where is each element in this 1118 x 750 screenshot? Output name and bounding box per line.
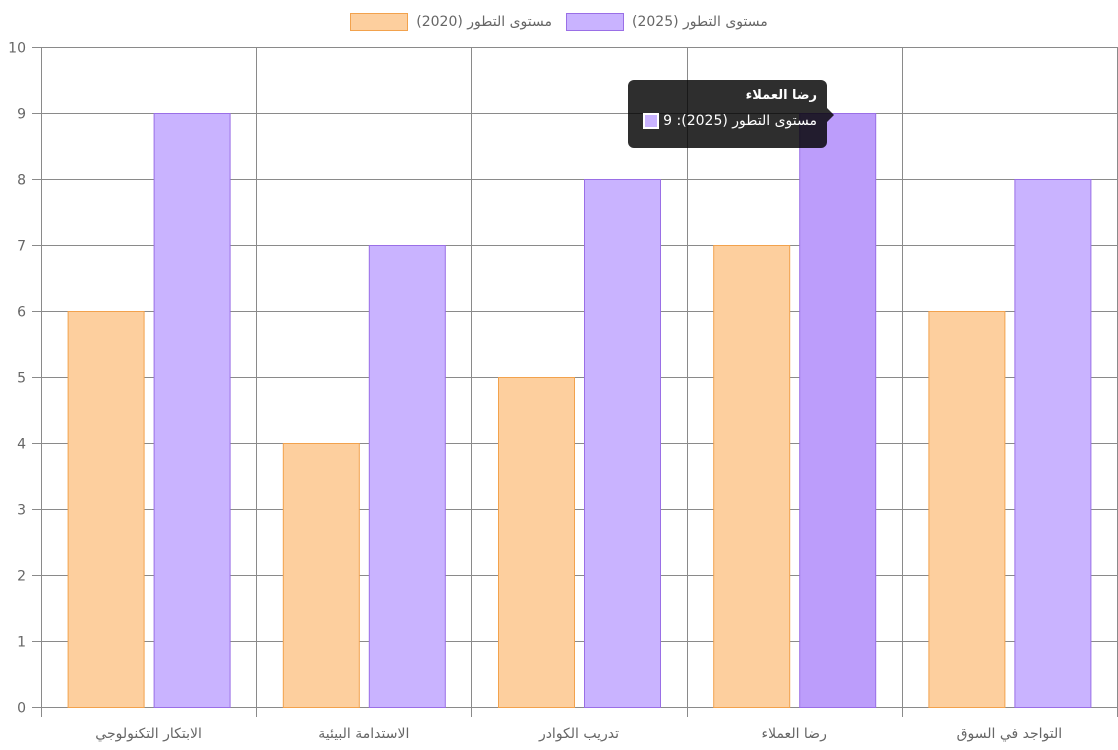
bar-2025[interactable] [153,113,231,708]
y-tick-label: 6 [17,305,26,321]
bar-2025[interactable] [368,245,446,708]
x-tick-label: التواجد في السوق [957,726,1063,742]
y-tick-label: 10 [8,41,26,57]
y-tick-label: 7 [17,239,26,255]
legend-item-2025[interactable]: مستوى التطور (2025) [566,13,768,31]
bar-2020[interactable] [928,311,1006,708]
bar-2025[interactable] [1014,179,1092,708]
bar-2020[interactable] [282,443,360,708]
bar-2020[interactable] [67,311,145,708]
y-tick-label: 5 [17,371,26,387]
y-tick-label: 4 [17,437,26,453]
bar-2025[interactable] [799,113,877,708]
y-tick-label: 3 [17,503,26,519]
y-tick-label: 9 [17,107,26,123]
bar-2020[interactable] [498,377,575,708]
tooltip-swatch [643,113,660,129]
bar-2020[interactable] [713,245,791,708]
legend-item-2020[interactable]: مستوى التطور (2020) [350,13,552,31]
tooltip-row: مستوى التطور (2025): 9 [638,112,817,130]
bar-2025[interactable] [584,179,661,708]
legend-swatch-2020 [350,13,409,31]
legend-swatch-2025 [566,13,624,31]
y-tick-label: 0 [17,701,26,717]
legend-label-2020: مستوى التطور (2020) [416,14,552,30]
y-tick-label: 8 [17,173,26,189]
x-tick-label: تدريب الكوادر [538,726,619,742]
x-tick-label: الابتكار التكنولوجي [95,726,202,742]
x-tick-label: رضا العملاء [762,726,827,742]
tooltip-text: مستوى التطور (2025): 9 [663,113,817,129]
legend: مستوى التطور (2020) مستوى التطور (2025) [0,13,1118,31]
x-tick-label: الاستدامة البيئية [318,726,409,742]
y-tick-label: 2 [17,569,26,585]
y-tick-label: 1 [17,635,26,651]
tooltip: رضا العملاء مستوى التطور (2025): 9 [628,80,834,148]
tooltip-title: رضا العملاء [745,88,817,103]
legend-label-2025: مستوى التطور (2025) [632,14,768,30]
